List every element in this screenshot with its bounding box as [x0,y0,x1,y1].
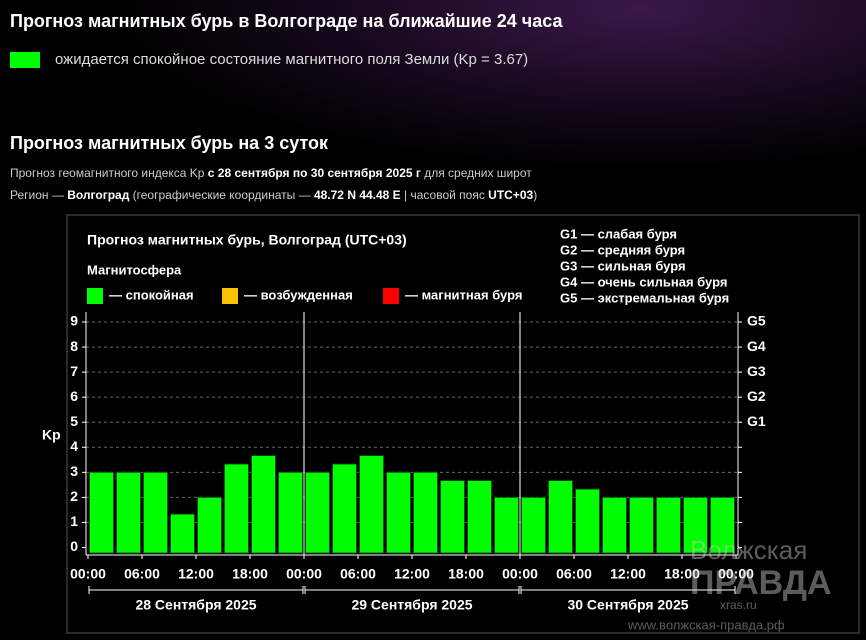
bar [521,496,546,554]
y-tick-label: 4 [70,438,78,454]
x-tick-label: 00:00 [718,566,754,582]
bar [710,496,735,554]
x-tick-label: 00:00 [286,566,322,582]
bar [602,496,627,554]
info-text: (географические координаты — [129,188,314,202]
status: ожидается спокойное состояние магнитного… [10,51,528,68]
y-tick-label: 2 [70,488,78,504]
watermark: xras.ru [720,598,757,612]
status-text: ожидается спокойное состояние магнитного… [55,51,529,68]
y2-tick-label: G2 [747,388,766,404]
day-label: 28 Сентября 2025 [135,597,256,613]
y-tick-label: 8 [70,338,78,354]
chart-panel [66,214,860,634]
bar [89,471,114,554]
day-label: 29 Сентября 2025 [351,597,472,613]
x-tick-label: 12:00 [394,566,430,582]
y-axis-label: Kp [42,427,61,443]
chart-title: Прогноз магнитных бурь, Волгоград (UTC+0… [87,232,407,248]
y2-tick-label: G1 [747,413,766,429]
legend-swatch [87,288,103,304]
watermark: Волжская [690,535,807,565]
x-tick-label: 12:00 [610,566,646,582]
section-title: Прогноз магнитных бурь на 3 суток [10,133,329,153]
scale-legend: G4 — очень сильная буря [560,274,727,289]
legend-title: Магнитосфера [87,262,182,277]
watermark: ПРАВДА [690,564,832,602]
bar [170,513,195,554]
x-tick-label: 06:00 [124,566,160,582]
bar [386,471,411,554]
bar [224,463,249,554]
bar [251,455,276,554]
bar [494,496,519,554]
info-text: ) [533,188,538,202]
bar [197,496,222,554]
bar [116,471,141,554]
bar [467,480,492,554]
scale-legend: G5 — экстремальная буря [560,290,729,305]
bar [143,471,168,554]
legend-label: — спокойная [109,287,194,302]
bar [332,463,357,554]
bar [629,496,654,554]
x-tick-label: 18:00 [664,566,700,582]
info-text: Волгоград [67,188,130,202]
info-line: Прогноз геомагнитного индекса Kp с 28 се… [10,166,532,180]
info-line: Регион — Волгоград (географические коорд… [10,188,537,202]
y2-tick-label: G4 [747,338,766,354]
y2-tick-label: G3 [747,363,766,379]
info-text: | часовой пояс [400,188,489,202]
x-tick-label: 00:00 [502,566,538,582]
y-tick-label: 3 [70,463,78,479]
info-text: Прогноз геомагнитного индекса Kp [10,166,208,180]
legend-label: — возбужденная [244,287,353,302]
info-text: для средних широт [420,166,532,180]
info-text: UTC+03 [488,188,534,202]
y2-tick-label: G5 [747,313,766,329]
info-text: Регион — [10,188,68,202]
scale-legend: G2 — средняя буря [560,242,685,257]
bar [656,496,681,554]
y-tick-label: 6 [70,388,78,404]
y-tick-label: 5 [70,413,78,429]
y-tick-label: 0 [70,538,78,554]
bar [413,471,438,554]
day-label: 30 Сентября 2025 [567,597,688,613]
page-title: Прогноз магнитных бурь в Волгограде на б… [10,11,563,31]
x-tick-label: 18:00 [448,566,484,582]
y-tick-label: 9 [70,313,78,329]
legend-swatch [222,288,238,304]
legend-label: — магнитная буря [405,287,522,302]
bar [440,480,465,554]
info-text: 48.72 N 44.48 E [313,188,401,202]
bar [575,488,600,554]
bar [278,471,303,554]
x-tick-label: 00:00 [70,566,106,582]
scale-legend: G3 — сильная буря [560,258,686,273]
legend-swatch [383,288,399,304]
x-tick-label: 06:00 [556,566,592,582]
bar [359,455,384,554]
bar [305,471,330,554]
x-tick-label: 06:00 [340,566,376,582]
status-swatch [10,51,40,68]
scale-legend: G1 — слабая буря [560,226,677,241]
watermark: www.волжская-правда.рф [627,617,785,632]
x-tick-label: 18:00 [232,566,268,582]
x-tick-label: 12:00 [178,566,214,582]
bar [683,496,708,554]
bar [548,480,573,554]
info-text: с 28 сентября по 30 сентября 2025 г [207,166,421,180]
y-tick-label: 1 [70,513,78,529]
y-tick-label: 7 [70,363,78,379]
